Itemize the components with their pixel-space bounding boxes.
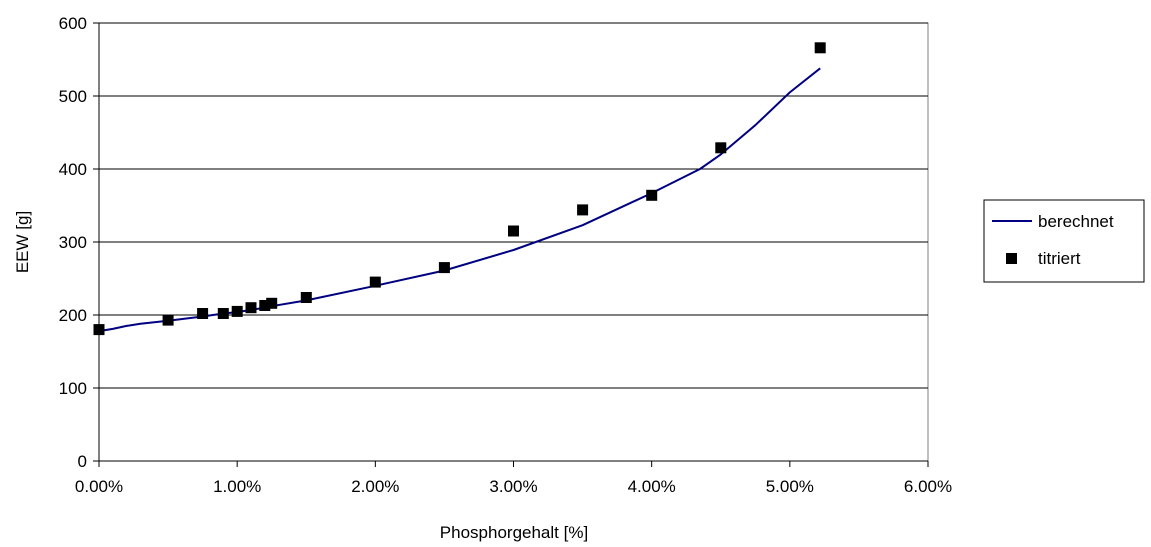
x-tick-labels: 0.00% 1.00% 2.00% 3.00% 4.00% 5.00% 6.00%: [75, 477, 952, 496]
data-point-titriert: [197, 308, 209, 319]
x-tick-label: 5.00%: [766, 477, 814, 496]
data-point-titriert: [162, 314, 174, 326]
y-tick-label: 300: [59, 233, 87, 252]
data-point-titriert: [93, 324, 105, 336]
y-tick-label: 500: [59, 87, 87, 106]
data-point-titriert: [438, 262, 450, 274]
x-tick-label: 3.00%: [489, 477, 537, 496]
data-point-titriert: [508, 225, 519, 237]
y-tick-labels: 0 100 200 300 400 500 600: [59, 14, 87, 471]
y-tick-label: 0: [78, 452, 87, 471]
y-tick-label: 100: [59, 379, 87, 398]
grid-lines: [93, 22, 929, 467]
y-tick-label: 400: [59, 160, 87, 179]
x-tick-label: 4.00%: [628, 477, 676, 496]
axes: [98, 23, 928, 462]
series-markers-group: [93, 42, 826, 336]
y-axis-title: EEW [g]: [13, 211, 32, 273]
data-point-titriert: [266, 297, 278, 309]
data-point-titriert: [300, 292, 312, 303]
data-point-titriert: [217, 308, 229, 319]
data-point-titriert: [259, 300, 271, 311]
x-tick-label: 2.00%: [351, 477, 399, 496]
data-point-titriert: [245, 302, 257, 314]
data-point-titriert: [814, 42, 826, 54]
x-tick-label: 6.00%: [904, 477, 952, 496]
x-tick-label: 0.00%: [75, 477, 123, 496]
legend-box: [983, 199, 1145, 283]
data-point-titriert: [577, 204, 589, 216]
series-line-group: [98, 67, 821, 333]
series-line-berechnet: [98, 67, 821, 333]
x-axis-title: Phosphorgehalt [%]: [440, 523, 588, 542]
legend-label-titriert: titriert: [1038, 249, 1081, 268]
data-point-titriert: [369, 276, 381, 288]
legend-label-berechnet: berechnet: [1038, 212, 1114, 231]
data-point-titriert: [231, 305, 243, 317]
y-tick-label: 600: [59, 14, 87, 33]
x-tick-label: 1.00%: [213, 477, 261, 496]
data-point-titriert: [715, 142, 727, 154]
legend: berechnet titriert: [983, 199, 1145, 283]
legend-marker-symbol: [1006, 253, 1017, 264]
y-tick-label: 200: [59, 306, 87, 325]
data-point-titriert: [646, 189, 658, 201]
